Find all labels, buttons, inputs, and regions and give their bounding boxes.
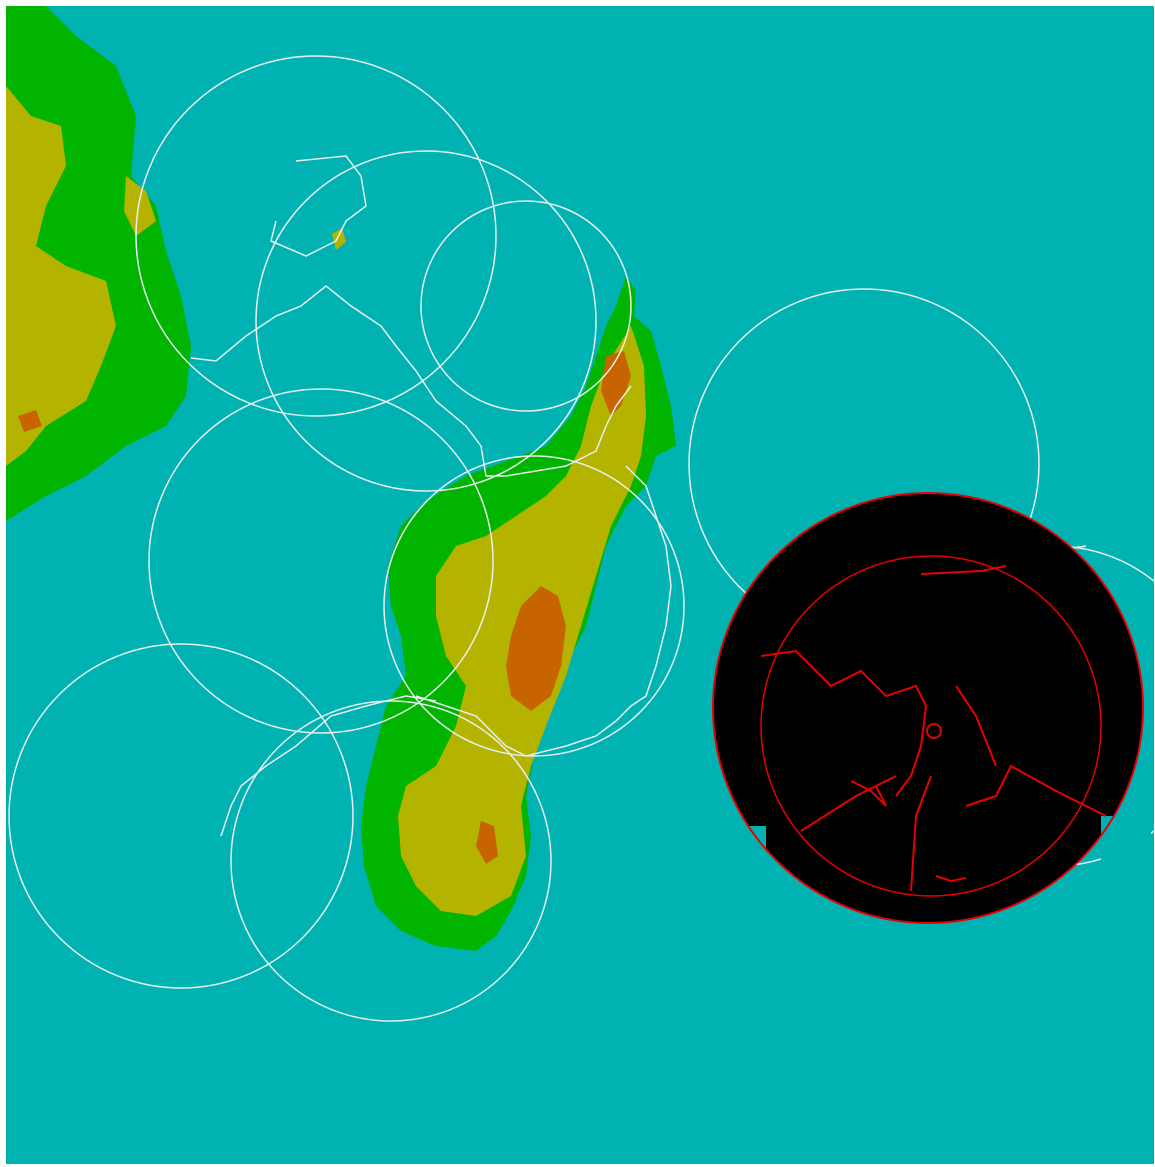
- radar-echo-spoke-south: [910, 775, 932, 892]
- small-island: [332, 228, 346, 250]
- africa-landmass: [6, 6, 191, 521]
- radar-range-ring-inner: [760, 555, 1102, 897]
- radar-echo-crosshatch: [850, 780, 887, 807]
- coverage-boundary-north: [190, 285, 632, 477]
- radar-echo-ray: [955, 685, 997, 767]
- coverage-circle-south: [230, 700, 552, 1022]
- coverage-boundary-ridge: [270, 155, 367, 257]
- coverage-circle-north-inner: [420, 200, 632, 412]
- coverage-boundary-south: [220, 695, 437, 837]
- radar-scan-disk: [713, 493, 1143, 923]
- radar-coverage-outlines: [8, 55, 1154, 1022]
- radar-range-ring-outer: [712, 492, 1144, 924]
- madagascar-landmass: [361, 276, 676, 951]
- map-canvas: [6, 6, 1154, 1164]
- radar-echo-coastline: [760, 649, 928, 797]
- radar-echo-lines: [760, 565, 1107, 892]
- coverage-circle-northwest: [135, 55, 497, 417]
- radar-scan-display: [706, 492, 1151, 926]
- coverage-circle-center: [383, 455, 685, 757]
- coverage-boundary-mid: [415, 465, 672, 757]
- madagascar-southern-peak: [476, 821, 498, 864]
- coverage-circle-southwest: [8, 643, 354, 989]
- madagascar-central-peak: [506, 586, 566, 711]
- radar-echo-short-arc: [935, 875, 967, 883]
- radar-echo-center-cluster: [926, 723, 942, 739]
- radar-scan-cutoff-right: [1101, 816, 1151, 916]
- radar-scan-cutoff: [706, 826, 766, 926]
- radar-composite-map: [6, 6, 1154, 1164]
- africa-highland: [6, 86, 116, 466]
- madagascar-northern-peak: [601, 351, 631, 416]
- radar-echo-northern: [920, 565, 1007, 575]
- radar-echo-spoke-southeast: [965, 764, 1107, 817]
- africa-peak: [18, 410, 42, 432]
- coverage-circle-west: [148, 388, 494, 734]
- africa-highland-patch: [124, 176, 156, 236]
- coverage-circle-north: [255, 150, 597, 492]
- radar-echo-spoke-southwest: [800, 775, 897, 832]
